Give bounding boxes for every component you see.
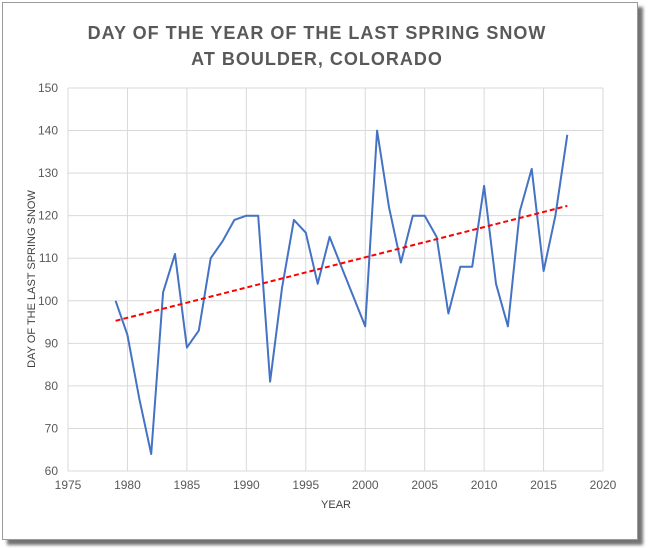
x-tick-label: 2015 bbox=[530, 478, 557, 492]
y-tick-label: 110 bbox=[39, 251, 58, 265]
y-tick-label: 150 bbox=[38, 81, 58, 95]
x-tick-label: 1975 bbox=[55, 478, 82, 492]
y-tick-label: 70 bbox=[45, 421, 59, 435]
x-tick-label: 1990 bbox=[233, 478, 260, 492]
y-tick-label: 100 bbox=[38, 294, 58, 308]
y-tick-label: 60 bbox=[45, 464, 59, 478]
chart-title-line-2: AT BOULDER, COLORADO bbox=[191, 49, 443, 69]
gridlines bbox=[67, 87, 604, 472]
chart-title-line-1: DAY OF THE YEAR OF THE LAST SPRING SNOW bbox=[88, 23, 547, 43]
x-tick-label: 2005 bbox=[411, 478, 438, 492]
x-tick-label: 2010 bbox=[471, 478, 498, 492]
y-tick-label: 80 bbox=[45, 379, 59, 393]
y-tick-label: 140 bbox=[38, 124, 58, 138]
x-tick-label: 1980 bbox=[114, 478, 141, 492]
trend-line bbox=[115, 204, 568, 322]
x-tick-label: 1995 bbox=[292, 478, 319, 492]
y-tick-label: 130 bbox=[38, 166, 58, 180]
y-tick-label: 90 bbox=[45, 336, 59, 350]
y-tick-labels: 60 70 80 90 100 110 120 130 140 150 bbox=[38, 81, 58, 478]
x-tick-labels: 1975 1980 1985 1990 1995 2000 2005 2010 2015 2020 bbox=[55, 478, 617, 492]
x-axis-label: YEAR bbox=[321, 499, 351, 511]
x-tick-label: 1985 bbox=[174, 478, 201, 492]
y-axis-label: DAY OF THE LAST SPRING SNOW bbox=[26, 190, 38, 368]
series-group bbox=[114, 129, 569, 455]
x-tick-label: 2020 bbox=[590, 478, 617, 492]
x-tick-label: 2000 bbox=[352, 478, 379, 492]
series-line bbox=[114, 129, 569, 455]
y-tick-label: 120 bbox=[38, 209, 58, 223]
